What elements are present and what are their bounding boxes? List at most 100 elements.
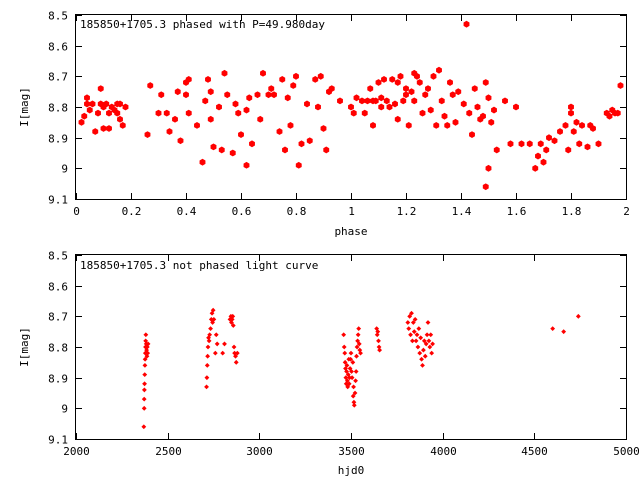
unphased-data-point	[220, 350, 226, 356]
phased-data-point	[579, 122, 585, 129]
phased-data-point	[95, 109, 101, 117]
phased-data-point	[540, 158, 547, 166]
phased-data-point	[392, 100, 398, 108]
unphased-x-tick-label: 4500	[521, 445, 548, 458]
unphased-y-tick-label: 9	[61, 403, 68, 416]
phased-data-point	[210, 143, 217, 151]
phased-data-point	[284, 94, 291, 102]
phased-x-tick-label: 1.2	[397, 205, 417, 218]
unphased-data-point	[410, 320, 416, 325]
phased-data-point	[279, 76, 286, 83]
unphased-data-points	[141, 307, 581, 430]
unphased-data-point	[419, 356, 424, 362]
phased-data-point	[485, 164, 492, 172]
phased-data-point	[287, 122, 294, 129]
phased-data-point	[103, 100, 110, 108]
phased-data-point	[441, 112, 448, 120]
unphased-data-point	[426, 338, 432, 344]
unphased-x-tick-label: 5000	[613, 445, 640, 458]
phased-y-tick-label: 8.8	[48, 102, 68, 115]
phased-data-point	[282, 146, 288, 154]
unphased-data-point	[430, 341, 435, 347]
phased-y-tick-label: 8.7	[48, 71, 68, 84]
phased-data-point	[403, 91, 409, 99]
unphased-data-point	[142, 356, 148, 362]
phased-data-point	[238, 131, 244, 138]
unphased-data-point	[143, 338, 149, 344]
phased-light-curve-panel: 8.5 8.6 8.7 8.8 8.9 9 9.1 0 0.2 0.4 0.6 0.8 1 1.2 1.4…	[18, 10, 630, 239]
unphased-y-tick-label: 8.9	[48, 373, 68, 386]
phased-data-point	[419, 109, 426, 117]
unphased-data-point	[213, 332, 219, 338]
phased-y-tick-labels: 8.5 8.6 8.7 8.8 8.9 9 9.1	[48, 10, 68, 207]
phased-x-tick-label: 1.4	[452, 205, 472, 218]
phased-data-point	[183, 91, 189, 99]
phased-data-point	[617, 82, 624, 89]
phased-data-point	[298, 140, 305, 148]
phased-data-point	[551, 137, 558, 145]
phased-data-point	[570, 128, 577, 135]
phased-data-point	[543, 146, 550, 154]
unphased-data-point	[143, 332, 149, 338]
unphased-data-point	[353, 378, 358, 384]
phased-data-point	[411, 97, 418, 105]
unphased-data-point	[141, 405, 147, 411]
unphased-data-point	[342, 350, 348, 356]
unphased-data-point	[234, 350, 240, 356]
unphased-data-point	[347, 375, 352, 381]
phased-data-point	[306, 137, 313, 145]
phased-data-point	[568, 103, 574, 111]
unphased-y-tick-labels: 8.5 8.6 8.7 8.8 8.9 9 9.1	[48, 250, 68, 447]
unphased-data-point	[352, 390, 358, 396]
phased-data-point	[482, 183, 489, 191]
phased-data-point	[216, 103, 222, 111]
phased-x-tick-label: 0	[73, 205, 80, 218]
unphased-data-point	[214, 341, 220, 347]
phased-data-point	[449, 91, 456, 99]
unphased-light-curve-panel: 8.5 8.6 8.7 8.8 8.9 9 9.1 2000 2500 3000 3500 4000…	[18, 250, 640, 478]
phased-data-point	[482, 79, 489, 86]
unphased-x-tick-label: 2000	[63, 445, 90, 458]
phased-data-point	[166, 128, 173, 135]
phased-data-point	[460, 100, 467, 108]
phased-data-point	[199, 158, 206, 166]
phased-plot-frame	[75, 14, 627, 200]
unphased-x-axis-label: hjd0	[338, 464, 365, 477]
unphased-data-point	[341, 332, 347, 338]
phased-data-point	[430, 72, 437, 80]
unphased-data-point	[212, 350, 218, 356]
phased-data-point	[348, 103, 354, 111]
phased-data-point	[466, 109, 473, 117]
phased-data-point	[488, 118, 495, 126]
phased-data-point	[568, 109, 574, 117]
phased-data-point	[224, 91, 231, 99]
phased-data-point	[493, 146, 500, 154]
phased-data-point	[114, 109, 121, 117]
phased-data-point	[452, 118, 459, 126]
phased-data-point	[293, 72, 299, 80]
phased-chart-title: 185850+1705.3 phased with P=49.980day	[80, 18, 325, 31]
phased-data-point	[315, 103, 321, 111]
unphased-data-point	[356, 326, 362, 331]
unphased-data-point	[141, 396, 147, 402]
phased-data-point	[526, 140, 533, 148]
unphased-x-tick-label: 4000	[430, 445, 457, 458]
phased-data-point	[576, 140, 583, 148]
phased-data-point	[218, 146, 225, 154]
phased-data-point	[177, 137, 184, 145]
phased-data-point	[471, 85, 478, 92]
phased-data-point	[350, 109, 357, 117]
unphased-data-point	[142, 372, 148, 377]
phased-data-point	[606, 112, 613, 120]
unphased-data-point	[205, 344, 211, 350]
phased-data-point	[328, 85, 335, 92]
phased-y-tick-label: 9.1	[48, 194, 68, 207]
unphased-data-point	[351, 402, 357, 408]
phased-data-point	[386, 103, 393, 111]
phased-y-tick-label: 9	[61, 163, 68, 176]
phased-data-point	[414, 72, 420, 80]
unphased-data-point	[429, 350, 435, 356]
phased-data-point	[265, 91, 272, 99]
phased-data-point	[81, 112, 88, 120]
